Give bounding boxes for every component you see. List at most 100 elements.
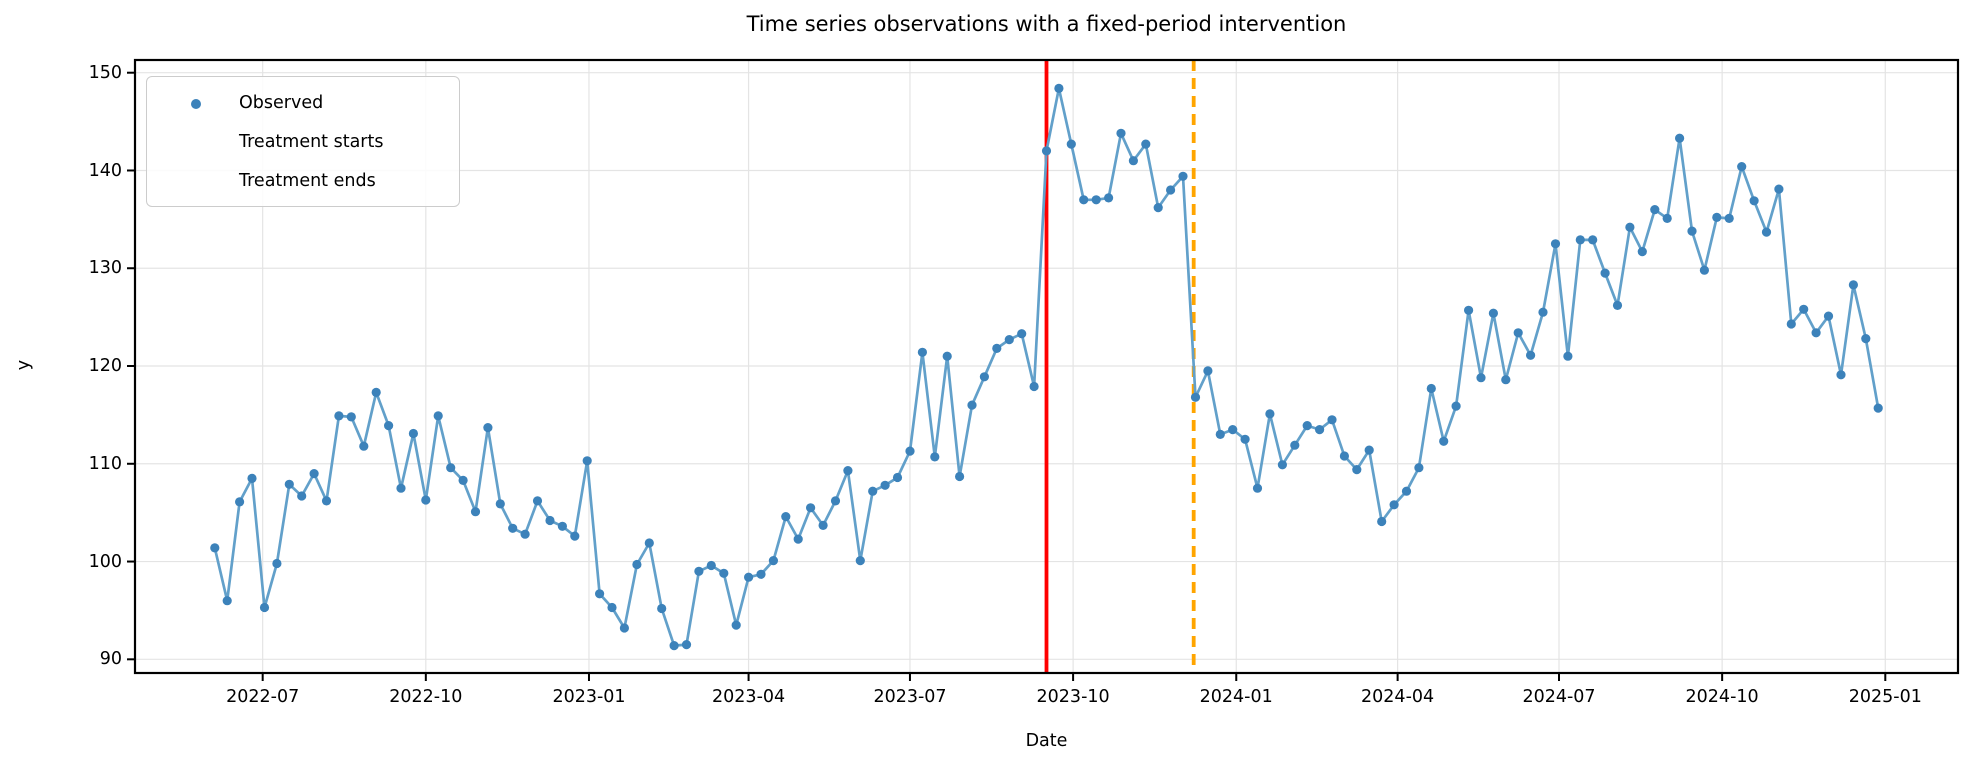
observed-point — [1401, 486, 1412, 496]
observed-point — [1724, 213, 1734, 223]
observed-point — [1737, 162, 1747, 172]
observed-point — [1315, 425, 1325, 435]
observed-point — [1873, 403, 1883, 413]
observed-point — [1799, 304, 1809, 314]
y-tick-label: 130 — [88, 258, 122, 279]
observed-point — [1687, 226, 1697, 236]
observed-point — [1364, 445, 1374, 455]
observed-point — [1550, 239, 1561, 249]
y-tick-label: 90 — [99, 649, 122, 670]
observed-point — [1761, 227, 1772, 237]
observed-point — [235, 497, 245, 507]
observed-point — [942, 351, 952, 361]
observed-point — [619, 623, 630, 633]
observed-point — [309, 469, 319, 479]
observed-point — [334, 411, 344, 421]
observed-point — [1848, 280, 1858, 290]
observed-point — [1352, 465, 1362, 475]
observed-point — [1451, 401, 1461, 411]
observed-point — [1786, 319, 1796, 329]
tick-marks — [127, 71, 1887, 681]
observed-point — [1290, 440, 1300, 450]
observed-point — [1476, 373, 1486, 383]
observed-point — [868, 486, 878, 496]
observed-point — [694, 566, 704, 576]
observed-point — [1823, 311, 1834, 321]
observed-point — [371, 387, 381, 397]
observed-point — [222, 596, 232, 606]
observed-point — [1041, 146, 1052, 156]
observed-point — [1252, 483, 1263, 493]
observed-point — [1265, 409, 1275, 419]
observed-point — [719, 568, 729, 578]
observed-point — [1575, 235, 1585, 245]
observed-point — [595, 589, 605, 599]
observed-point — [917, 347, 928, 357]
y-tick-label: 100 — [88, 551, 122, 572]
observed-point — [1464, 305, 1474, 315]
observed-point — [1104, 193, 1114, 203]
observed-point — [781, 511, 791, 522]
observed-point — [346, 412, 356, 422]
legend-label-treatment-starts: Treatment starts — [239, 131, 384, 152]
y-tick-label: 140 — [88, 160, 122, 181]
observed-point — [1203, 366, 1213, 376]
observed-point — [1277, 460, 1287, 470]
observed-point — [1526, 350, 1536, 360]
observed-point — [408, 428, 418, 439]
observed-point — [1240, 434, 1250, 444]
observed-point — [905, 446, 915, 456]
observed-point — [247, 473, 257, 483]
y-tick-label: 110 — [88, 453, 122, 474]
observed-point — [384, 421, 394, 431]
observed-point — [272, 558, 282, 569]
observed-point — [607, 602, 617, 613]
observed-point — [1141, 139, 1151, 149]
observed-point — [892, 472, 903, 483]
observed-point — [1600, 268, 1610, 278]
observed-point — [433, 411, 443, 421]
observed-point — [520, 529, 530, 539]
observed-point — [321, 496, 332, 506]
observed-point — [979, 372, 990, 382]
x-tick-label: 2025-01 — [1848, 687, 1922, 707]
y-tick-label: 120 — [88, 356, 122, 376]
observed-point — [930, 452, 940, 462]
observed-point — [446, 463, 456, 473]
observed-point — [532, 496, 543, 506]
observed-point — [1389, 500, 1399, 510]
observed-point — [669, 641, 679, 651]
observed-point — [1079, 195, 1089, 205]
observed-point — [657, 603, 667, 614]
x-tick-label: 2024-07 — [1522, 687, 1596, 707]
observed-point — [818, 520, 828, 531]
observed-point — [1029, 381, 1039, 392]
x-tick-label: 2022-07 — [226, 687, 300, 707]
observed-point — [495, 499, 505, 509]
observed-point — [1625, 222, 1635, 232]
x-tick-label: 2023-01 — [552, 687, 626, 707]
observed-point — [1662, 213, 1672, 223]
observed-point — [1166, 185, 1176, 195]
legend-label-treatment-ends: Treatment ends — [239, 170, 376, 191]
observed-point — [1612, 300, 1623, 310]
observed-point — [830, 496, 841, 506]
x-axis-label: Date — [1025, 731, 1068, 751]
observed-point — [1861, 334, 1871, 344]
observed-point — [545, 515, 555, 526]
legend-item-observed: Observed — [147, 84, 459, 122]
observed-point — [1563, 351, 1573, 361]
y-tick-label: 150 — [88, 62, 122, 83]
observed-point — [1513, 328, 1523, 338]
observed-point — [210, 543, 220, 553]
x-tick-label: 2024-04 — [1361, 687, 1435, 707]
observed-point — [582, 456, 592, 466]
observed-point — [1811, 328, 1821, 338]
observed-point — [731, 620, 741, 630]
observed-point — [1066, 139, 1076, 149]
observed-point — [470, 507, 481, 517]
legend-item-treatment-ends: Treatment ends — [147, 162, 459, 200]
observed-point — [992, 343, 1002, 353]
observed-point — [1327, 415, 1337, 425]
